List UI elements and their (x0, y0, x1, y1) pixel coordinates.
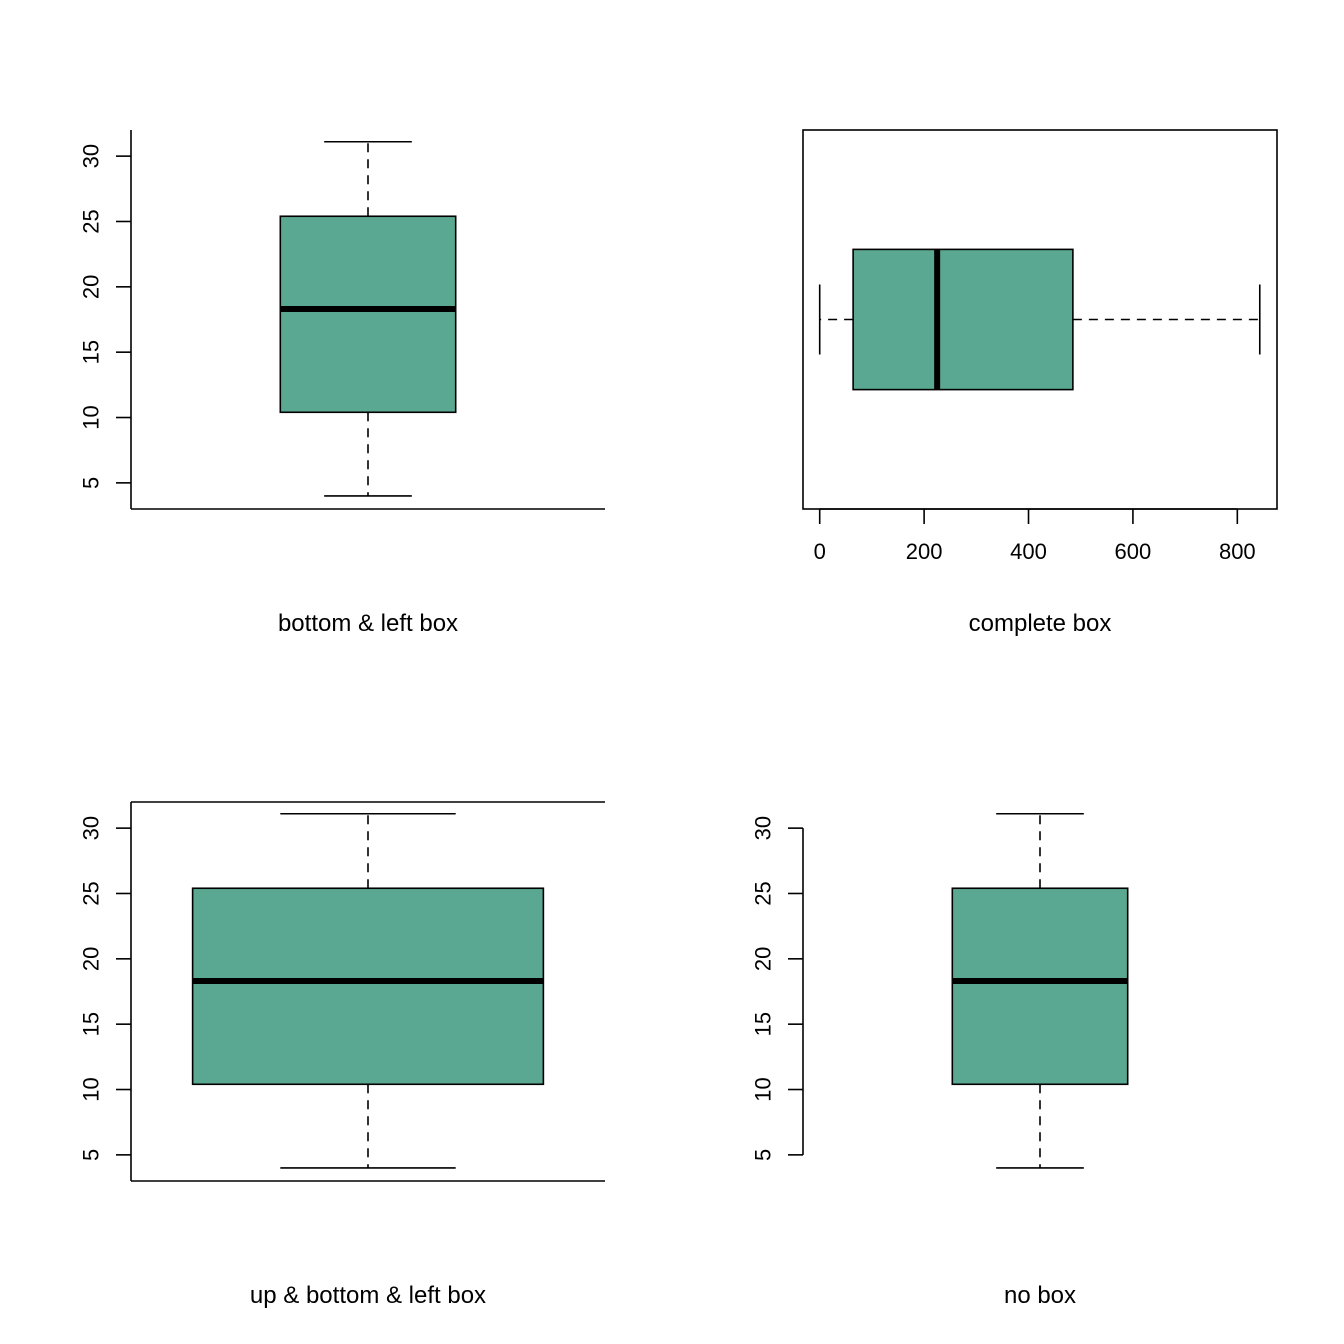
panel-1: 5 10 15 20 25 30 bottom & left box (79, 130, 605, 637)
y-tick-label: 5 (751, 1149, 776, 1161)
panel-caption: up & bottom & left box (250, 1282, 486, 1309)
x-tick-label: 200 (906, 539, 943, 564)
x-tick-label: 0 (814, 539, 826, 564)
x-tick-label: 800 (1219, 539, 1256, 564)
panel-caption: bottom & left box (278, 610, 458, 637)
y-tick-label: 20 (79, 947, 104, 971)
y-tick-label: 15 (79, 340, 104, 364)
y-tick-label: 20 (79, 275, 104, 299)
y-tick-label: 30 (79, 144, 104, 168)
panel-4: 5 10 15 20 25 30 no box (751, 812, 1129, 1309)
panel-2: 0 200 400 600 800 complete box (802, 129, 1278, 637)
x-tick-label: 600 (1115, 539, 1152, 564)
y-tick-label: 10 (79, 405, 104, 429)
y-tick-label: 5 (79, 1149, 104, 1161)
y-tick-label: 10 (79, 1077, 104, 1101)
y-tick-label: 5 (79, 477, 104, 489)
y-tick-label: 30 (751, 816, 776, 840)
panel-3: 5 10 15 20 25 30 up & bottom & left box (79, 801, 605, 1309)
iqr-box (279, 215, 457, 414)
iqr-box (951, 887, 1129, 1086)
iqr-box (191, 887, 545, 1086)
y-tick-label: 25 (751, 881, 776, 905)
y-tick-label: 25 (79, 881, 104, 905)
y-tick-label: 15 (751, 1012, 776, 1036)
panel-caption: no box (1004, 1282, 1076, 1309)
y-tick-label: 30 (79, 816, 104, 840)
y-tick-label: 25 (79, 209, 104, 233)
y-tick-label: 20 (751, 947, 776, 971)
iqr-box (852, 248, 1074, 391)
x-tick-label: 400 (1010, 539, 1047, 564)
y-tick-label: 10 (751, 1077, 776, 1101)
y-tick-label: 15 (79, 1012, 104, 1036)
panel-caption: complete box (969, 610, 1112, 637)
